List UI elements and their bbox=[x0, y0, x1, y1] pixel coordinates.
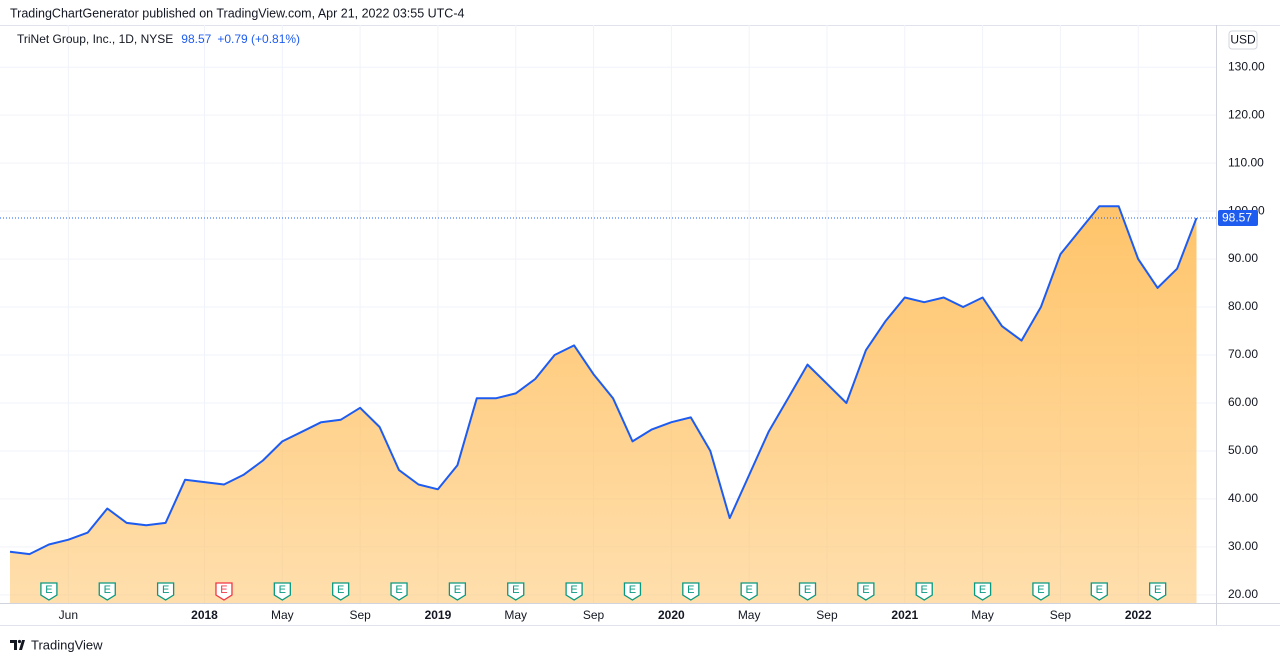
earnings-label: E bbox=[337, 584, 344, 596]
y-tick-label: 40.00 bbox=[1228, 491, 1258, 505]
earnings-marker bbox=[565, 582, 583, 601]
area-fill bbox=[10, 206, 1197, 604]
x-tick-label: Jun bbox=[59, 608, 78, 622]
earnings-label: E bbox=[804, 584, 811, 596]
y-tick-label: 120.00 bbox=[1228, 107, 1265, 121]
earnings-label: E bbox=[1037, 584, 1044, 596]
x-tick-label: 2018 bbox=[191, 608, 218, 622]
earnings-label: E bbox=[745, 584, 752, 596]
footer-brand: TradingView bbox=[31, 637, 103, 652]
earnings-marker bbox=[682, 582, 700, 601]
y-tick-label: 60.00 bbox=[1228, 395, 1258, 409]
earnings-marker bbox=[798, 582, 817, 601]
x-tick-label: 2020 bbox=[658, 608, 685, 622]
y-tick-label: 20.00 bbox=[1228, 587, 1258, 601]
earnings-marker bbox=[623, 582, 642, 601]
x-tick-label: Sep bbox=[816, 608, 838, 622]
currency-box[interactable] bbox=[1228, 30, 1258, 50]
price-line bbox=[9, 205, 1198, 556]
earnings-label: E bbox=[979, 584, 986, 596]
y-tick-label: 110.00 bbox=[1228, 155, 1264, 169]
publish-header: TradingChartGenerator published on Tradi… bbox=[10, 6, 464, 20]
earnings-marker bbox=[273, 582, 291, 601]
last-price-box bbox=[1218, 209, 1258, 226]
x-tick-label: 2019 bbox=[425, 608, 452, 622]
y-tick-label: 80.00 bbox=[1228, 299, 1258, 313]
earnings-marker bbox=[1032, 582, 1050, 601]
y-tick-label: 130.00 bbox=[1228, 59, 1265, 73]
x-tick-label: Sep bbox=[1050, 608, 1072, 622]
earnings-marker bbox=[740, 582, 758, 601]
earnings-label: E bbox=[921, 584, 928, 596]
earnings-label: E bbox=[279, 584, 286, 596]
earnings-label: E bbox=[687, 584, 694, 596]
y-tick-label: 70.00 bbox=[1228, 347, 1258, 361]
earnings-label: E bbox=[220, 584, 227, 596]
earnings-marker bbox=[98, 582, 116, 601]
currency[interactable]: USD bbox=[1230, 33, 1256, 47]
x-tick-label: May bbox=[271, 608, 294, 622]
earnings-marker bbox=[915, 582, 933, 601]
earnings-label: E bbox=[104, 584, 111, 596]
earnings-marker bbox=[390, 582, 408, 601]
legend-title: TriNet Group, Inc., 1D, NYSE bbox=[17, 32, 173, 46]
earnings-marker bbox=[507, 582, 525, 601]
earnings-marker bbox=[215, 582, 233, 601]
earnings-label: E bbox=[45, 584, 52, 596]
y-tick-label: 50.00 bbox=[1228, 443, 1258, 457]
x-tick-label: 2022 bbox=[1125, 608, 1152, 622]
earnings-marker bbox=[448, 582, 467, 601]
earnings-label: E bbox=[395, 584, 402, 596]
earnings-marker bbox=[1090, 582, 1108, 601]
x-tick-label: 2021 bbox=[891, 608, 918, 622]
earnings-marker bbox=[156, 582, 175, 601]
earnings-label: E bbox=[570, 584, 577, 596]
earnings-label: E bbox=[862, 584, 869, 596]
x-tick-label: Sep bbox=[349, 608, 371, 622]
last-price-label: 98.57 bbox=[1222, 211, 1252, 225]
x-tick-label: May bbox=[971, 608, 994, 622]
legend-change: +0.79 (+0.81%) bbox=[217, 32, 300, 46]
x-tick-label: May bbox=[738, 608, 761, 622]
legend-price: 98.57 bbox=[181, 32, 211, 46]
y-tick-label: 30.00 bbox=[1228, 539, 1258, 553]
earnings-label: E bbox=[1154, 584, 1161, 596]
earnings-label: E bbox=[629, 584, 636, 596]
earnings-label: E bbox=[454, 584, 461, 596]
x-tick-label: May bbox=[504, 608, 527, 622]
y-tick-label: 90.00 bbox=[1228, 251, 1258, 265]
earnings-marker bbox=[1149, 582, 1167, 601]
earnings-label: E bbox=[162, 584, 169, 596]
earnings-label: E bbox=[512, 584, 519, 596]
earnings-marker bbox=[332, 582, 350, 601]
earnings-marker bbox=[40, 582, 58, 601]
earnings-marker bbox=[973, 582, 992, 601]
earnings-label: E bbox=[1096, 584, 1103, 596]
tradingview-logo bbox=[10, 639, 25, 650]
earnings-marker bbox=[857, 582, 875, 601]
x-tick-label: Sep bbox=[583, 608, 605, 622]
